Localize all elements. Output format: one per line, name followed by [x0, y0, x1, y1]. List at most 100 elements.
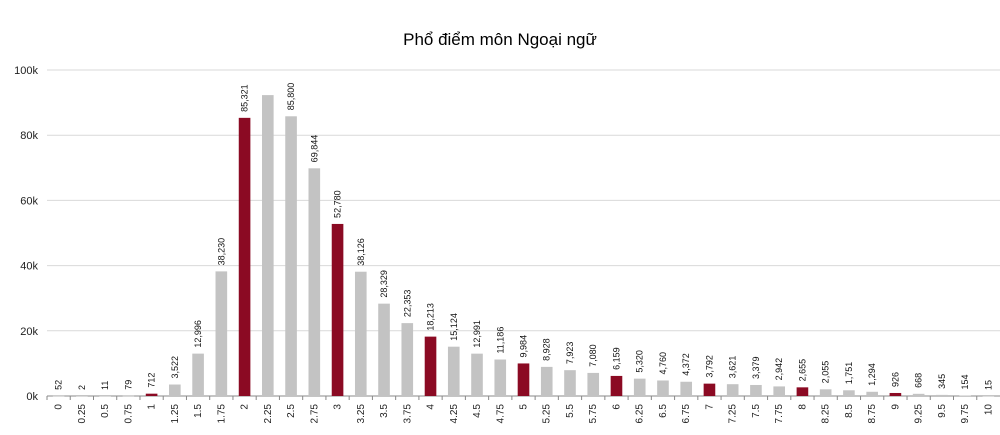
x-tick-label: 9.75 — [960, 404, 971, 424]
data-label: 11 — [100, 381, 110, 390]
data-label: 15,124 — [449, 313, 459, 341]
data-label: 7,923 — [565, 342, 575, 365]
data-label: 12,996 — [193, 320, 203, 348]
y-tick-label: 60k — [20, 195, 38, 207]
bar — [331, 223, 344, 396]
data-label: 69,844 — [309, 135, 319, 163]
y-tick-label: 0k — [26, 391, 38, 403]
bar — [447, 346, 460, 396]
data-label: 85,800 — [286, 83, 296, 111]
data-label: 38,230 — [216, 238, 226, 266]
x-tick-label: 8.75 — [867, 404, 878, 424]
x-tick-label: 8.5 — [844, 404, 855, 418]
bar — [936, 394, 948, 396]
x-tick-label: 7.25 — [728, 404, 739, 424]
x-tick-label: 7.75 — [774, 404, 785, 424]
bar — [889, 392, 902, 396]
data-label: 2,655 — [797, 359, 807, 382]
data-label: 4,372 — [681, 353, 691, 376]
data-label: 345 — [937, 374, 947, 389]
x-tick-label: 4.5 — [472, 404, 483, 418]
bar — [726, 384, 739, 396]
bar — [262, 95, 274, 397]
bar — [703, 383, 716, 396]
data-label: 38,126 — [356, 238, 366, 266]
y-tick-label: 80k — [20, 130, 38, 142]
data-label: 3,621 — [728, 356, 738, 379]
x-tick-label: 3 — [333, 404, 344, 410]
bar — [471, 353, 483, 396]
x-tick-label: 5.5 — [565, 404, 576, 418]
x-tick-label: 4.25 — [449, 404, 460, 424]
x-tick-label: 1.25 — [170, 404, 181, 424]
bar — [773, 386, 785, 396]
data-label: 4,760 — [658, 352, 668, 375]
bar — [192, 353, 204, 396]
data-label: 6,159 — [611, 347, 621, 370]
x-tick-label: 2.25 — [263, 404, 274, 424]
data-label: 79 — [123, 380, 133, 390]
bar — [354, 271, 367, 396]
bar — [796, 387, 809, 396]
y-tick-label: 40k — [20, 261, 38, 273]
data-label: 3,792 — [704, 355, 714, 378]
x-tick-label: 1.75 — [216, 404, 227, 424]
x-tick-label: 5.25 — [542, 404, 553, 424]
x-tick-label: 8 — [797, 404, 808, 410]
bar — [122, 395, 135, 397]
x-tick-label: 6.5 — [658, 404, 669, 418]
data-label: 668 — [914, 373, 924, 388]
bar — [819, 389, 832, 396]
bar — [610, 375, 623, 396]
x-tick-label: 2.5 — [286, 404, 297, 418]
bar — [401, 323, 414, 396]
x-tick-label: 7.5 — [751, 404, 762, 418]
data-label: 3,379 — [751, 356, 761, 379]
bar — [843, 390, 855, 396]
data-label: 28,329 — [379, 270, 389, 298]
x-tick-label: 2.75 — [309, 404, 320, 424]
bar — [494, 359, 507, 396]
bar — [680, 381, 693, 396]
data-label: 11,186 — [495, 327, 505, 354]
y-tick-label: 20k — [20, 326, 38, 338]
data-label: 22,353 — [402, 290, 412, 318]
data-label: 1,751 — [844, 362, 854, 385]
x-tick-label: 0.25 — [77, 404, 88, 424]
data-label: 15 — [983, 380, 993, 390]
bar — [378, 303, 390, 396]
bar — [540, 366, 553, 396]
x-tick-label: 0.5 — [100, 404, 111, 418]
bar — [285, 116, 297, 397]
data-label: 2 — [77, 385, 87, 390]
x-tick-label: 5.75 — [588, 404, 599, 424]
bar — [145, 393, 158, 396]
bar — [424, 336, 437, 396]
y-tick-label: 100k — [14, 65, 38, 77]
data-label: 712 — [147, 373, 157, 388]
bar — [866, 391, 878, 396]
bar — [308, 168, 321, 396]
data-label: 52,780 — [333, 190, 343, 218]
x-tick-label: 1.5 — [193, 404, 204, 418]
x-tick-label: 10 — [983, 404, 994, 416]
data-label: 52 — [54, 380, 64, 390]
x-tick-label: 9.5 — [937, 404, 948, 418]
data-label: 3,522 — [170, 356, 180, 379]
x-tick-label: 6.25 — [635, 404, 646, 424]
bar — [657, 380, 669, 396]
x-tick-label: 5 — [519, 404, 530, 410]
chart-title: Phổ điểm môn Ngoại ngữ — [403, 30, 597, 49]
data-label: 5,320 — [635, 350, 645, 373]
bar — [76, 395, 88, 397]
data-label: 154 — [960, 374, 970, 389]
data-label: 2,055 — [821, 361, 831, 384]
bar — [750, 384, 762, 396]
x-tick-label: 7 — [704, 404, 715, 410]
data-label: 8,928 — [542, 338, 552, 361]
bar — [982, 395, 995, 397]
data-label: 12,991 — [472, 320, 482, 348]
x-tick-label: 8.25 — [821, 404, 832, 424]
